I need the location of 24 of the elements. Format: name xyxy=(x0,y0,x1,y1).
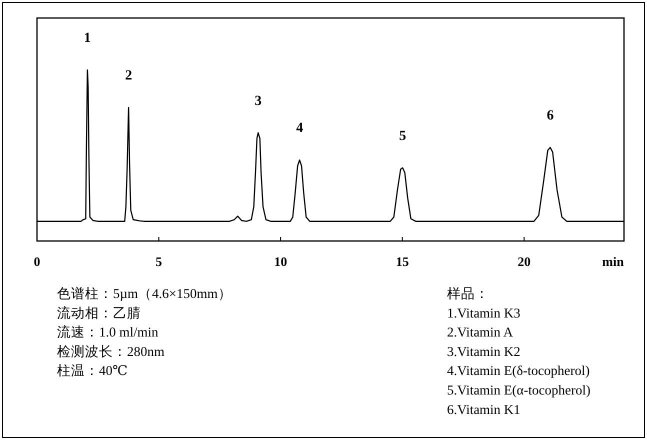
x-tick-label: 15 xyxy=(396,254,410,269)
x-tick-label: 5 xyxy=(156,254,163,269)
text: 5.Vitamin E(α-tocopherol) xyxy=(447,382,590,398)
text: 3.Vitamin K2 xyxy=(447,344,520,359)
text: 样品： xyxy=(447,286,489,301)
text: 6.Vitamin K1 xyxy=(447,402,520,417)
annotation: 1 xyxy=(84,31,91,46)
x-tick-label: 20 xyxy=(518,254,531,269)
text: 流动相：乙腈 xyxy=(57,305,141,320)
x-tick-label: 10 xyxy=(274,254,288,269)
x-axis-title: min xyxy=(602,254,625,269)
annotation: 6 xyxy=(546,108,554,124)
text: 2.Vitamin A xyxy=(447,324,514,340)
text: 检测波长：280nm xyxy=(57,344,165,359)
annotation: 2 xyxy=(125,68,132,84)
text: 流速：1.0 ml/min xyxy=(57,324,159,340)
annotation: 5 xyxy=(399,128,406,144)
text: 4.Vitamin E(δ-tocopherol) xyxy=(447,363,590,378)
text: 色谱柱：5µm（4.6×150mm） xyxy=(57,286,232,301)
annotation: 3 xyxy=(254,94,262,109)
annotation: 4 xyxy=(296,121,304,136)
text: 1.Vitamin K3 xyxy=(447,305,521,320)
x-tick-label: 0 xyxy=(34,254,40,269)
text: 柱温：40℃ xyxy=(57,363,128,378)
